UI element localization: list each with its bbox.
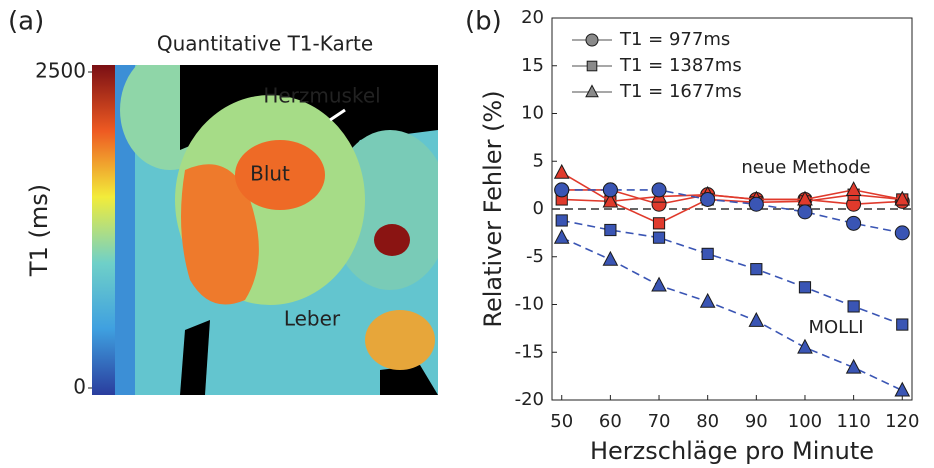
y-tick-label: 0 (73, 375, 86, 399)
legend-label: T1 = 1387ms (619, 55, 742, 76)
marker (749, 197, 763, 211)
marker (653, 232, 664, 243)
y-tick-label: -10 (515, 294, 544, 315)
marker (799, 282, 810, 293)
marker (652, 183, 666, 197)
x-tick-label: 80 (696, 411, 719, 432)
x-tick-label: 50 (550, 411, 573, 432)
y-tick-label: 0 (533, 198, 544, 219)
figure: (a) Quantitative T1-Karte 0 2500 T1 (ms) Herz… (0, 0, 934, 468)
y-tick-label: 20 (521, 7, 544, 28)
chart-title: Quantitative T1-Karte (157, 32, 373, 56)
marker (751, 264, 762, 275)
image-annotation: Herzmuskel (263, 84, 380, 108)
marker (555, 183, 569, 197)
legend-marker (586, 34, 598, 46)
x-axis-label: Herzschläge pro Minute (590, 437, 874, 465)
x-tick-label: 90 (745, 411, 768, 432)
y-tick-label: -20 (515, 389, 544, 410)
panel-label: (a) (8, 7, 44, 37)
colorbar (92, 65, 115, 395)
y-axis-label: T1 (ms) (25, 184, 53, 277)
marker (702, 248, 713, 259)
marker (603, 183, 617, 197)
image-annotation: Blut (250, 162, 290, 186)
y-tick-label: 15 (521, 55, 544, 76)
marker (895, 226, 909, 240)
legend-marker (587, 61, 597, 71)
y-tick-label: 2500 (35, 59, 86, 83)
legend-label: T1 = 977ms (619, 29, 730, 50)
y-tick-label: 10 (521, 103, 544, 124)
marker (848, 301, 859, 312)
marker (847, 216, 861, 230)
x-tick-label: 120 (885, 411, 919, 432)
legend-label: T1 = 1677ms (619, 81, 742, 102)
marker (556, 215, 567, 226)
x-tick-label: 100 (788, 411, 822, 432)
panel-label: (b) (465, 7, 502, 37)
marker (605, 224, 616, 235)
x-tick-label: 70 (648, 411, 671, 432)
marker (897, 319, 908, 330)
text-annotation: neue Methode (741, 157, 870, 178)
text-annotation: MOLLI (808, 317, 863, 338)
image-annotation: Leber (284, 307, 341, 331)
x-tick-label: 110 (836, 411, 870, 432)
y-tick-label: -15 (515, 341, 544, 362)
marker (798, 205, 812, 219)
marker (701, 192, 715, 206)
y-axis-label: Relativer Fehler (%) (479, 90, 507, 327)
marker (653, 218, 664, 229)
y-tick-label: -5 (526, 246, 544, 267)
y-tick-label: 5 (533, 150, 544, 171)
x-tick-label: 60 (599, 411, 622, 432)
